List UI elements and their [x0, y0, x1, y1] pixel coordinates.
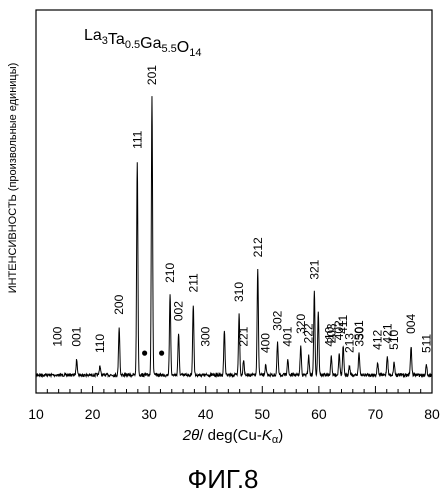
peak-label: 510: [387, 330, 401, 350]
x-tick-label: 60: [311, 406, 327, 422]
figure-caption: ФИГ.8: [0, 464, 446, 495]
impurity-marker: ●: [141, 346, 148, 360]
peak-label: 511: [419, 334, 433, 353]
x-tick-label: 20: [85, 406, 101, 422]
x-tick-label: 30: [141, 406, 157, 422]
peak-label: 110: [93, 334, 107, 353]
y-axis-label: ИНТЕНСИВНОСТЬ (произвольные единицы): [7, 63, 19, 294]
x-tick-label: 80: [424, 406, 440, 422]
peak-label: 310: [232, 282, 246, 302]
x-tick-label: 40: [198, 406, 214, 422]
peak-label: 212: [251, 237, 265, 257]
peak-label: 410: [323, 326, 337, 346]
peak-label: 100: [50, 326, 64, 346]
x-tick-label: 70: [368, 406, 384, 422]
x-tick-label: 50: [254, 406, 270, 422]
peak-label: 221: [237, 326, 251, 346]
peak-label: 210: [163, 263, 177, 283]
peak-label: 300: [199, 326, 213, 346]
peak-label: 004: [404, 314, 418, 334]
x-axis-label: 2θ/ deg(Cu-Kα): [182, 427, 283, 446]
peak-label: 211: [186, 273, 200, 292]
peak-label: 321: [307, 259, 321, 279]
peak-label: 411: [336, 314, 350, 333]
peak-label: 401: [281, 326, 295, 346]
peak-label: 111: [130, 130, 144, 149]
x-tick-labels: 10 20 30 40 50 60 70 80: [28, 406, 440, 422]
peak-label: 400: [259, 333, 273, 353]
peak-labels: 0011102001112012100022113102212124003024…: [50, 65, 433, 353]
peak-label: 330: [353, 326, 367, 346]
impurity-marker: ●: [158, 346, 165, 360]
peak-label: 002: [172, 301, 186, 321]
chart-formula: La3Ta0.5Ga5.5O14: [84, 27, 201, 59]
peak-label: 222: [302, 323, 316, 343]
peak-label: 001: [70, 326, 84, 346]
x-tick-label: 10: [28, 406, 44, 422]
peak-label: 201: [145, 65, 159, 85]
peak-label: 200: [112, 294, 126, 314]
